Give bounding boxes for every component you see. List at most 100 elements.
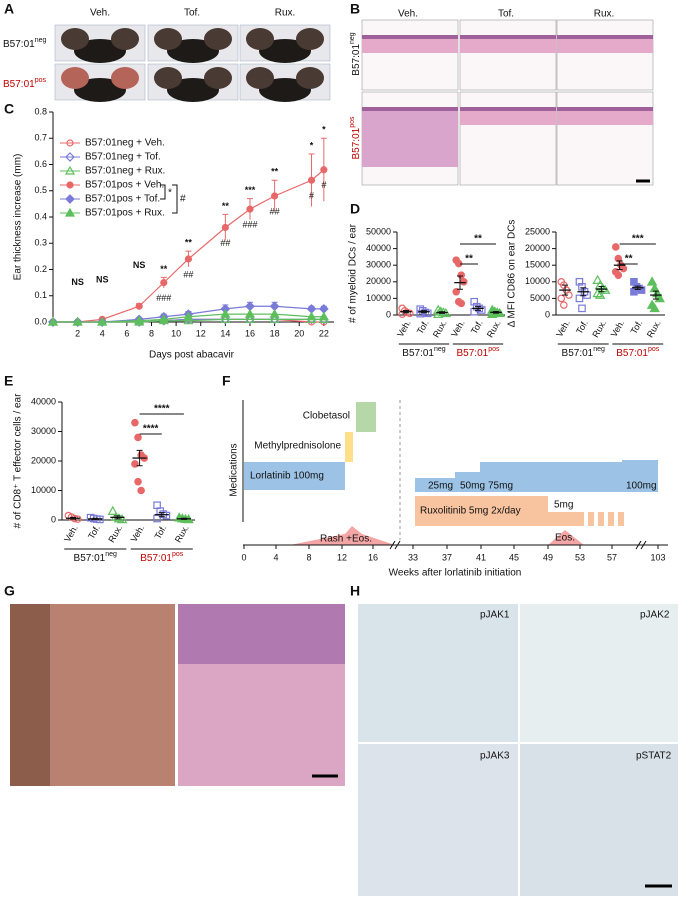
marker (220, 314, 231, 323)
x-tick-label: 49 (543, 552, 553, 562)
marker (560, 301, 568, 309)
row-label: B57:01pos (3, 77, 46, 89)
panel-label: B (350, 1, 360, 17)
x-tick-label: Tof. (629, 318, 645, 336)
histology-epidermis (557, 107, 653, 111)
x-tick-label: 12 (196, 328, 206, 338)
marker (592, 274, 603, 284)
marker (649, 302, 660, 313)
stain-label: pJAK3 (480, 751, 510, 762)
group-label: B57:01pos (616, 346, 659, 358)
taper-block (588, 512, 594, 526)
x-tick-label: 16 (245, 328, 255, 338)
mouse-head (259, 39, 311, 63)
bar-label: Lorlatinib 100mg (250, 471, 324, 482)
axis-break (394, 540, 401, 550)
legend-marker (64, 165, 76, 175)
histology-epidermis (557, 35, 653, 39)
row-label-base: B57:01 (351, 44, 362, 76)
y-tick-label: 40000 (31, 396, 56, 406)
column-label: Tof. (498, 9, 514, 20)
ihc-photo (520, 744, 678, 896)
mouse-ear (111, 67, 139, 89)
group-label-sup: neg (593, 346, 605, 353)
significance-label: ** (474, 234, 482, 245)
group-label-base: B57:01 (616, 348, 648, 359)
significance-label: ** (271, 167, 279, 177)
y-tick-label: 50000 (366, 226, 391, 236)
significance-label: NS (96, 274, 109, 284)
panel-label: A (4, 1, 14, 17)
marker (47, 316, 59, 326)
significance-label: ### (242, 220, 257, 230)
y-tick-label: 40000 (366, 243, 391, 253)
marker (614, 254, 623, 263)
marker (184, 255, 193, 263)
legend-label: B57:01neg + Veh. (85, 138, 165, 149)
mouse-head (259, 78, 311, 102)
y-tick-label: 0.1 (34, 290, 47, 300)
y-tick-label: 0 (51, 514, 56, 524)
histology-tissue (362, 107, 458, 167)
row-label-base: B57:01 (3, 79, 35, 90)
marker (269, 308, 280, 318)
group-label-base: B57:01 (402, 348, 434, 359)
mouse-ear (204, 67, 232, 89)
x-tick-label: Veh. (129, 523, 147, 544)
group-label-base: B57:01 (140, 553, 172, 564)
marker (131, 418, 139, 427)
row-label-sup: neg (349, 32, 356, 44)
y-tick-label: 15000 (525, 260, 550, 270)
x-tick-label: 22 (319, 328, 329, 338)
significance-label: **** (143, 424, 159, 435)
marker (134, 433, 142, 442)
panel-label: F (222, 373, 231, 389)
significance-label: *** (632, 234, 644, 245)
marker (637, 286, 646, 294)
histology-photo (459, 19, 557, 91)
histology-epidermis (460, 35, 556, 39)
panel-label: D (350, 201, 360, 217)
mouse-ear (154, 28, 182, 50)
significance-label: ### (156, 293, 171, 303)
axis-break (635, 540, 642, 550)
lorlatinib-bar (244, 462, 345, 490)
bar-label: 100mg (626, 481, 657, 492)
marker (158, 314, 169, 323)
group-label-base: B57:01 (562, 348, 594, 359)
significance-label: **** (154, 404, 170, 415)
legend-mark: * (168, 188, 172, 199)
histology-tissue (362, 35, 458, 53)
bar-label: Ruxolitinib 5mg 2x/day (420, 506, 521, 517)
histology-epidermis (362, 35, 458, 39)
y-tick-label: 5000 (530, 293, 550, 303)
ruxolitinib-taper (548, 512, 584, 526)
significance-label: ## (220, 238, 230, 248)
histology-photo (556, 91, 654, 186)
marker (575, 294, 584, 303)
y-tick-label: 20000 (31, 455, 56, 465)
stain-label: pSTAT2 (636, 751, 672, 762)
y-tick-label: 0.8 (34, 106, 47, 116)
x-tick-label: Tof. (574, 318, 590, 336)
y-tick-label: 10000 (31, 485, 56, 495)
ruxolitinib-bar (415, 496, 548, 526)
ihc-photo (358, 604, 518, 742)
mouse-ear (61, 28, 89, 50)
y-tick-label: 0.6 (34, 159, 47, 169)
marker (432, 304, 444, 314)
marker (611, 243, 620, 251)
legend-label: B57:01neg + Rux. (85, 166, 165, 177)
x-tick-label: 10 (171, 328, 181, 338)
marker (244, 308, 256, 318)
histology-tissue (557, 107, 653, 125)
bar-label: 75mg (488, 481, 513, 492)
y-axis-label: # of myeloid DCs / ear (348, 223, 359, 323)
y-tick-label: 0 (386, 309, 391, 319)
x-tick-label: 6 (124, 328, 129, 338)
legend-label: B57:01neg + Tof. (85, 152, 161, 163)
panel-label: C (4, 101, 14, 117)
marker (107, 505, 118, 515)
row-label: B57:01neg (3, 37, 46, 49)
column-label: Rux. (594, 9, 615, 20)
